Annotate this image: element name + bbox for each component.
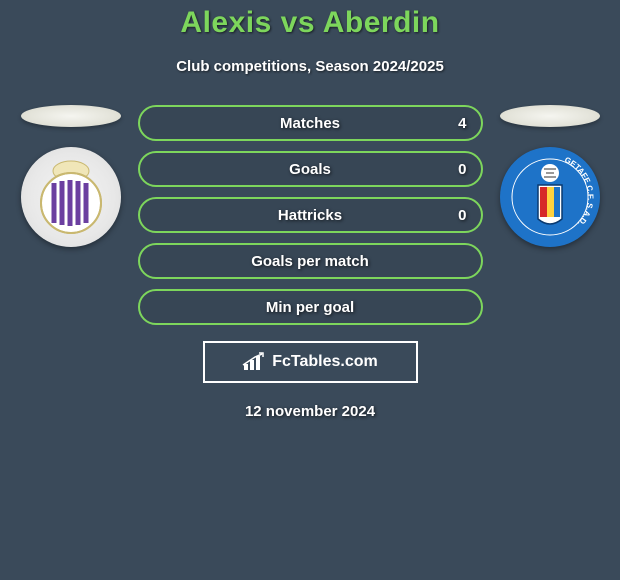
page-subtitle: Club competitions, Season 2024/2025 [0,58,620,75]
team-right-ellipse [500,105,600,127]
brand-box[interactable]: FcTables.com [203,341,418,383]
stat-row-hattricks: Hattricks 0 [138,197,483,233]
stat-right-value: 0 [458,207,466,224]
crest-right-svg: GETAFE C.F. S.A.D. [500,147,600,247]
date-line: 12 november 2024 [0,403,620,420]
stats-column: Matches 4 Goals 0 Hattricks 0 Goals per … [138,105,483,325]
crest-left-svg [21,147,121,247]
brand-text: FcTables.com [272,353,378,371]
main-row: Matches 4 Goals 0 Hattricks 0 Goals per … [0,105,620,325]
stat-right-value: 4 [458,115,466,132]
team-left-column [16,105,126,247]
bar-chart-icon [242,352,266,372]
stat-row-matches: Matches 4 [138,105,483,141]
page-title: Alexis vs Aberdin [0,6,620,40]
comparison-card: Alexis vs Aberdin Club competitions, Sea… [0,0,620,420]
stat-row-goals-per-match: Goals per match [138,243,483,279]
stat-label: Min per goal [266,299,354,316]
stat-label: Goals [289,161,331,178]
team-left-ellipse [21,105,121,127]
team-right-crest[interactable]: GETAFE C.F. S.A.D. [500,147,600,247]
team-left-crest[interactable] [21,147,121,247]
stat-row-goals: Goals 0 [138,151,483,187]
stat-label: Goals per match [251,253,369,270]
stat-right-value: 0 [458,161,466,178]
stat-row-min-per-goal: Min per goal [138,289,483,325]
team-right-column: GETAFE C.F. S.A.D. [495,105,605,247]
stat-label: Matches [280,115,340,132]
stat-label: Hattricks [278,207,342,224]
